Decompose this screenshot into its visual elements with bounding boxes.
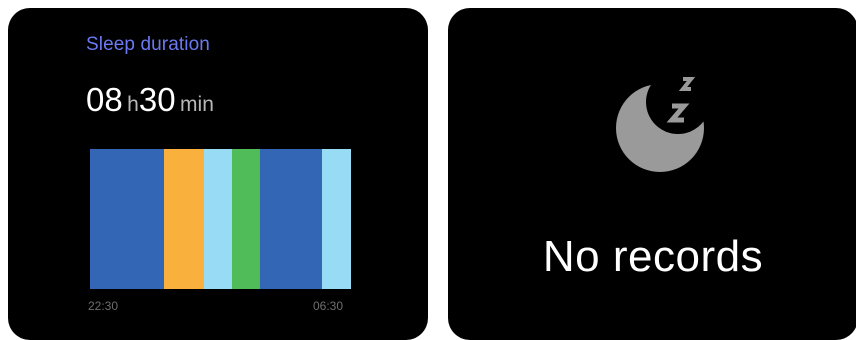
stage-segment-light	[204, 149, 232, 289]
stage-segment-rem	[232, 149, 260, 289]
sleep-duration-card[interactable]: Sleep duration 08 h30 min 22:30 06:30	[8, 8, 428, 340]
moon-sleep-icon	[616, 77, 704, 172]
start-time-label: 22:30	[88, 299, 119, 313]
sleep-duration-value: 08 h30 min	[86, 80, 214, 127]
stage-segment-awake	[164, 149, 204, 289]
hours-value: 08	[86, 81, 123, 118]
minutes-value: 30	[138, 81, 176, 118]
end-time-label: 06:30	[313, 299, 344, 313]
no-records-message: No records	[542, 232, 764, 281]
hours-unit: h	[127, 93, 139, 116]
minutes-unit: min	[180, 93, 214, 116]
sleep-stages-chart	[90, 149, 351, 289]
card-title: Sleep duration	[86, 34, 210, 55]
stage-segment-deep	[260, 149, 322, 289]
stage-segment-deep	[90, 149, 164, 289]
no-records-card[interactable]: No records	[448, 8, 856, 340]
stage-segment-light	[322, 149, 351, 289]
